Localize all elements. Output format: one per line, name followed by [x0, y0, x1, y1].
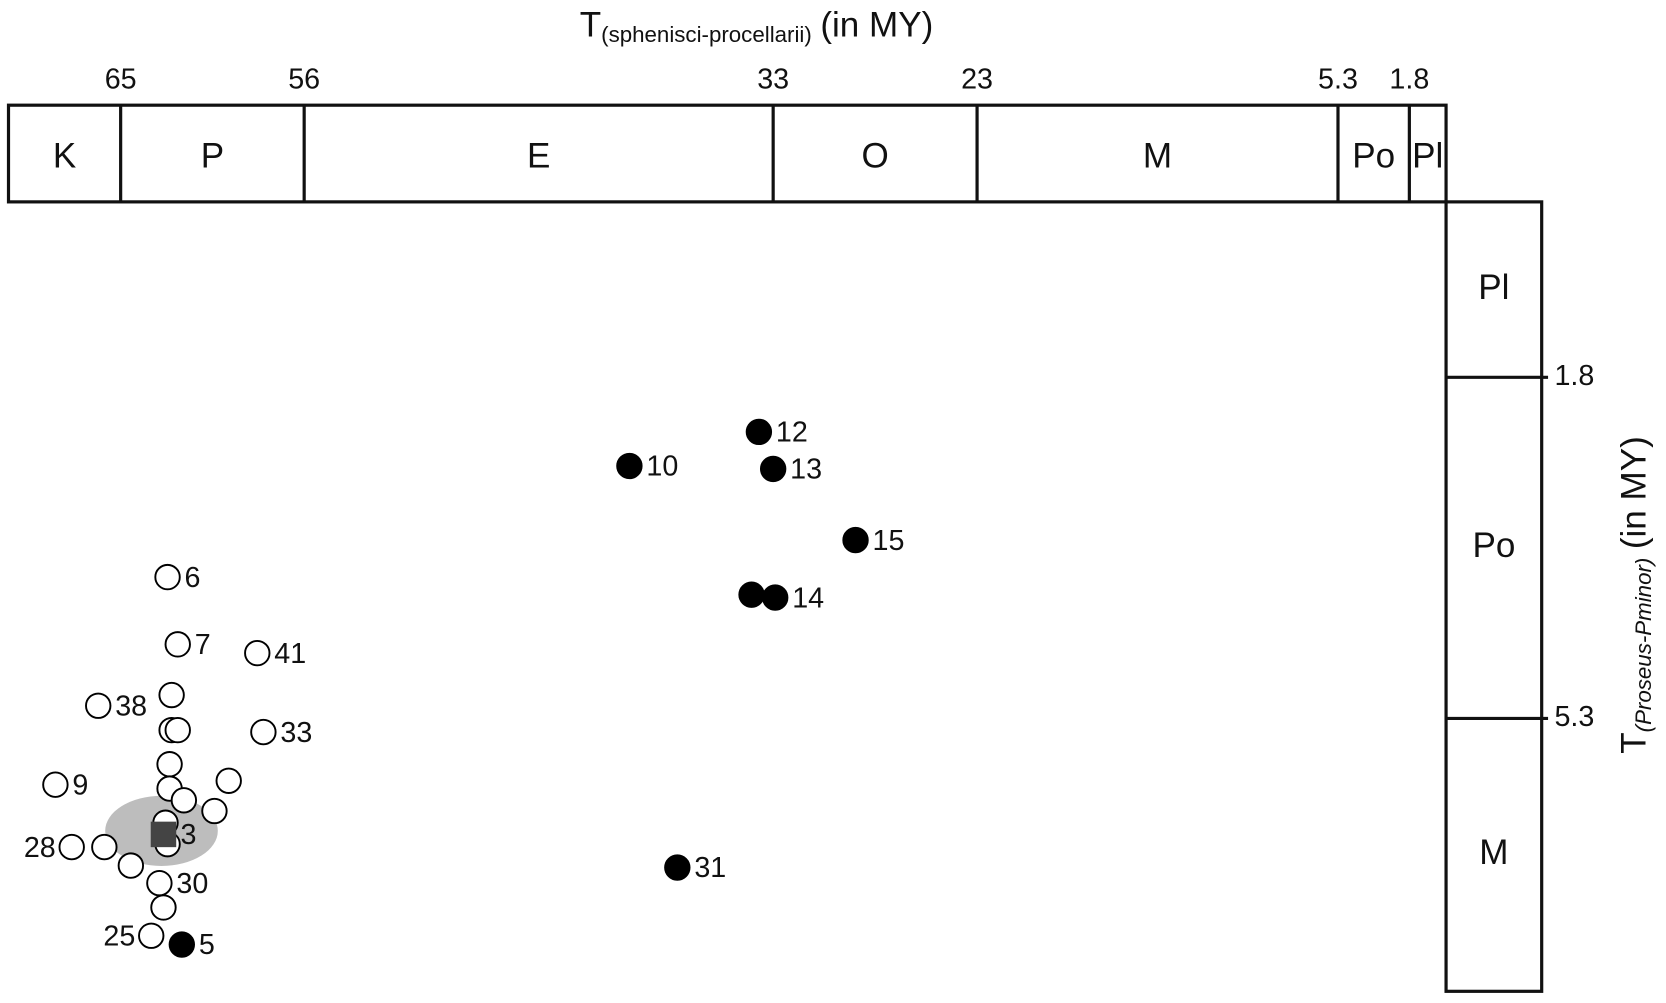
y-title-sub: (Proseus-Pminor) — [1631, 558, 1656, 733]
x-tick-label: 56 — [288, 63, 320, 95]
y-period-label: Pl — [1478, 268, 1509, 307]
x-title-unit: (in MY) — [820, 6, 933, 45]
point — [759, 455, 787, 483]
x-title-main: T — [580, 6, 601, 45]
x-period-label: M — [1143, 137, 1172, 176]
point-label: 38 — [115, 690, 147, 722]
y-period-label: M — [1479, 833, 1508, 872]
y-axis-title: T(Proseus-Pminor) (in MY) — [1615, 436, 1656, 754]
point-label: 28 — [24, 832, 56, 864]
point — [738, 581, 765, 608]
point — [168, 931, 195, 958]
x-period-label: Po — [1352, 137, 1395, 176]
point — [158, 681, 185, 709]
point-label: 6 — [185, 562, 201, 594]
point-label: 33 — [280, 717, 312, 749]
point — [215, 767, 242, 794]
x-period-label: E — [527, 137, 550, 176]
x-tick-label: 5.3 — [1318, 63, 1358, 95]
mean-marker — [150, 821, 177, 848]
x-title-sub: (sphenisci-procellarii) — [601, 22, 812, 47]
point — [201, 797, 228, 825]
x-tick-label: 1.8 — [1389, 63, 1429, 95]
point — [85, 692, 112, 719]
point — [154, 563, 181, 591]
point — [745, 418, 773, 446]
point-label: 30 — [176, 868, 208, 900]
point-label: 15 — [873, 525, 905, 557]
point — [138, 922, 165, 949]
point — [244, 639, 271, 667]
point-label: 12 — [776, 417, 808, 449]
x-tick-label: 23 — [961, 63, 993, 95]
point-label: 9 — [72, 769, 88, 801]
point-label: 10 — [646, 451, 678, 483]
x-tick-label: 65 — [105, 63, 137, 95]
point-label: 14 — [792, 582, 824, 614]
point — [150, 894, 177, 921]
point-label: 25 — [103, 920, 135, 952]
point — [58, 833, 85, 861]
x-axis-title: T(sphenisci-procellarii) (in MY) — [580, 6, 934, 47]
point — [164, 716, 191, 744]
y-title-unit: (in MY) — [1615, 436, 1654, 549]
x-period-label: K — [53, 137, 76, 176]
point — [42, 771, 69, 798]
y-period-label: Po — [1472, 526, 1515, 565]
point — [842, 526, 869, 554]
x-period-frame — [6, 103, 1448, 204]
point-label: 13 — [790, 454, 822, 486]
x-period-label: P — [201, 137, 224, 176]
point-label: 3 — [180, 819, 196, 851]
point — [762, 584, 789, 611]
x-period-label: Pl — [1412, 137, 1443, 176]
point — [616, 452, 643, 480]
point — [664, 854, 691, 881]
point — [250, 718, 277, 746]
y-tick-label: 5.3 — [1554, 701, 1594, 733]
point-label: 7 — [195, 629, 211, 661]
y-period-frame — [1444, 200, 1544, 993]
point-label: 31 — [694, 852, 726, 884]
point — [164, 631, 191, 658]
y-tick-label: 1.8 — [1554, 360, 1594, 392]
x-period-label: O — [861, 137, 888, 176]
point — [146, 869, 173, 897]
point — [91, 833, 118, 861]
point — [156, 751, 183, 778]
y-title-main: T — [1615, 732, 1654, 753]
x-tick-label: 33 — [757, 63, 789, 95]
point-label: 5 — [199, 929, 215, 961]
point-label: 41 — [274, 638, 306, 670]
point — [170, 787, 198, 814]
point — [117, 852, 145, 879]
